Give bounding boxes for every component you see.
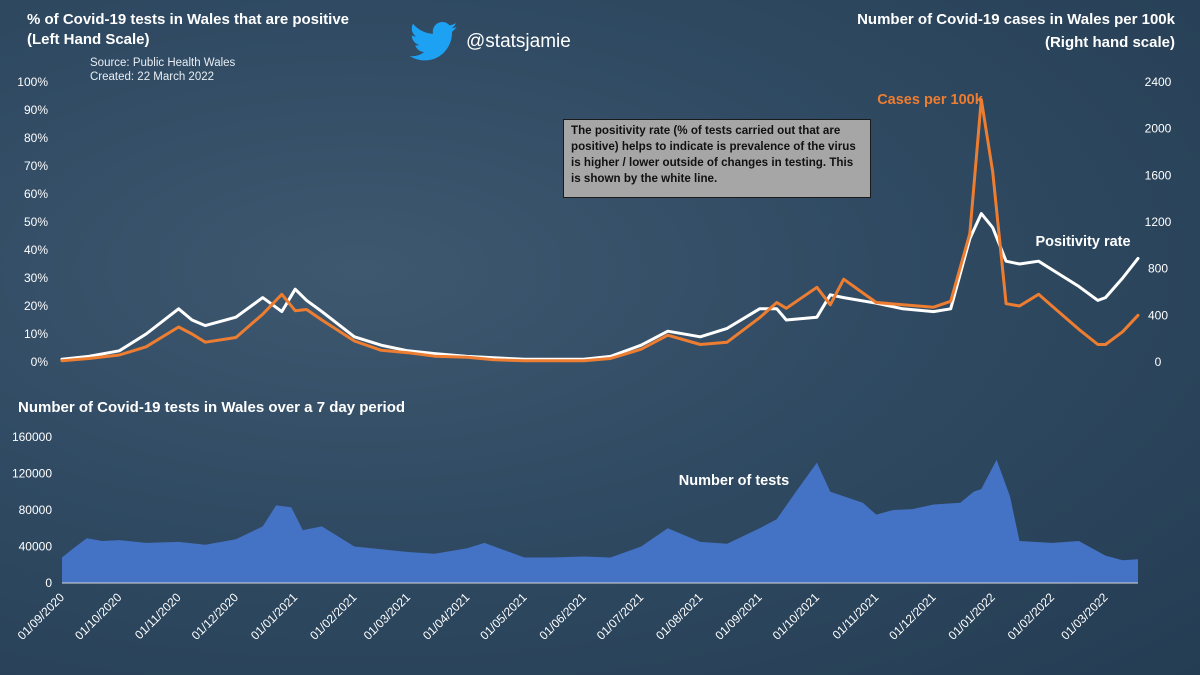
right-axis-tick-label: 1600 [1145, 168, 1172, 182]
date-tick-label: 01/09/2020 [15, 590, 68, 643]
right-axis-tick-label: 0 [1155, 355, 1162, 369]
tests-axis-tick-label: 160000 [12, 430, 52, 444]
left-axis-tick-label: 20% [24, 299, 48, 313]
twitter-handle[interactable]: @statsjamie [466, 31, 571, 52]
right-chart-title: Number of Covid-19 cases in Wales per 10… [857, 11, 1175, 28]
left-axis-tick-label: 30% [24, 271, 48, 285]
date-tick-label: 01/12/2020 [189, 590, 242, 643]
date-tick-label: 01/03/2022 [1058, 590, 1111, 643]
date-tick-label: 01/10/2020 [72, 590, 125, 643]
date-tick-label: 01/12/2021 [886, 590, 939, 643]
twitter-icon [409, 22, 458, 67]
right-axis-tick-label: 800 [1148, 262, 1168, 276]
date-tick-label: 01/01/2021 [248, 590, 301, 643]
date-tick-label: 01/08/2021 [653, 590, 706, 643]
left-axis-tick-label: 70% [24, 159, 48, 173]
left-axis-tick-label: 100% [17, 75, 48, 89]
tests-axis-tick-label: 40000 [19, 540, 53, 554]
tests-area [62, 459, 1138, 583]
positivity-rate-annotation: Positivity rate [1035, 234, 1130, 250]
date-tick-label: 01/02/2022 [1005, 590, 1058, 643]
date-tick-label: 01/02/2021 [307, 590, 360, 643]
left-axis-tick-label: 50% [24, 215, 48, 229]
bottom-chart-title: Number of Covid-19 tests in Wales over a… [18, 399, 406, 416]
date-tick-label: 01/06/2021 [537, 590, 590, 643]
date-tick-label: 01/03/2021 [361, 590, 414, 643]
left-chart-subtitle: (Left Hand Scale) [27, 31, 150, 48]
tests-axis-tick-label: 0 [45, 576, 52, 590]
left-axis-tick-label: 80% [24, 131, 48, 145]
date-tick-label: 01/01/2022 [946, 590, 999, 643]
cases-per-100k-line [60, 98, 1140, 363]
right-axis-tick-label: 2400 [1145, 75, 1172, 89]
left-axis-tick-label: 40% [24, 243, 48, 257]
left-axis-tick-label: 60% [24, 187, 48, 201]
right-chart-subtitle: (Right hand scale) [1044, 34, 1175, 51]
source-text: Source: Public Health Wales [90, 57, 236, 69]
date-tick-label: 01/11/2021 [830, 590, 882, 642]
date-tick-label: 01/09/2021 [712, 590, 765, 643]
right-axis-tick-label: 2000 [1145, 122, 1172, 136]
left-axis-tick-label: 0% [31, 355, 49, 369]
tests-axis-tick-label: 80000 [19, 503, 53, 517]
left-chart-title: % of Covid-19 tests in Wales that are po… [27, 11, 350, 28]
date-tick-label: 01/10/2021 [770, 590, 823, 643]
positivity-rate-line [60, 212, 1140, 361]
left-axis-tick-label: 90% [24, 103, 48, 117]
created-date: Created: 22 March 2022 [90, 71, 215, 83]
positivity-note-box: The positivity rate (% of tests carried … [563, 119, 871, 198]
date-tick-label: 01/05/2021 [477, 590, 530, 643]
date-tick-label: 01/07/2021 [594, 590, 647, 643]
date-tick-label: 01/04/2021 [420, 590, 473, 643]
right-axis-tick-label: 1200 [1145, 215, 1172, 229]
tests-axis-tick-label: 120000 [12, 467, 52, 481]
date-tick-label: 01/11/2020 [132, 590, 184, 642]
top-chart: 0% 10% 20% 30% 40% 50% 60% 70% 80% 90% 100% 0 400 800… [17, 75, 1171, 369]
positivity-note-text: The positivity rate (% of tests carried … [571, 124, 856, 185]
number-of-tests-annotation: Number of tests [679, 473, 789, 489]
right-axis-tick-label: 400 [1148, 308, 1168, 322]
cases-per-100k-annotation: Cases per 100k [877, 92, 984, 108]
left-axis-tick-label: 10% [24, 327, 48, 341]
